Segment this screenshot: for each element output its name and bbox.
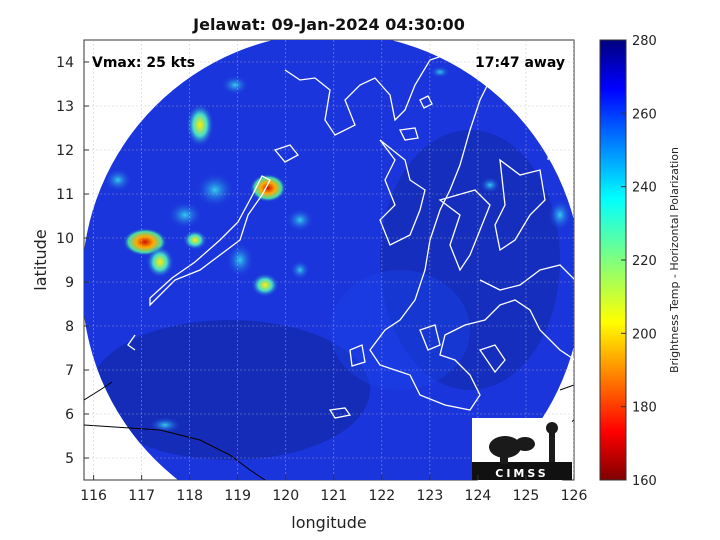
y-tick-label: 6 bbox=[65, 407, 74, 423]
x-axis-ticks: 116 117 118 119 120 121 122 123 124 125 126 bbox=[80, 475, 587, 504]
x-tick-label: 117 bbox=[128, 488, 155, 504]
colorbar-tick-label: 260 bbox=[632, 107, 657, 122]
y-tick-label: 5 bbox=[65, 451, 74, 467]
grid-lines bbox=[84, 40, 574, 480]
y-tick-label: 14 bbox=[56, 55, 74, 71]
x-tick-label: 116 bbox=[80, 488, 107, 504]
colorbar-tick-label: 160 bbox=[632, 474, 657, 489]
x-tick-label: 122 bbox=[368, 488, 395, 504]
coastlines bbox=[127, 54, 574, 419]
x-tick-label: 125 bbox=[513, 488, 540, 504]
colorbar-tick-label: 180 bbox=[632, 401, 657, 416]
vmax-label: Vmax: 25 kts bbox=[92, 55, 195, 71]
y-tick-label: 7 bbox=[65, 363, 74, 379]
y-tick-label: 11 bbox=[56, 187, 74, 203]
x-tick-label: 118 bbox=[176, 488, 203, 504]
satellite-dish-icon bbox=[489, 436, 521, 458]
colorbar-label: Brightness Temp - Horizontal Polarizatio… bbox=[668, 147, 681, 373]
y-tick-label: 9 bbox=[65, 275, 74, 291]
tower-icon bbox=[546, 422, 558, 434]
y-tick-label: 12 bbox=[56, 143, 74, 159]
x-tick-label: 126 bbox=[561, 488, 588, 504]
colorbar-tick-label: 240 bbox=[632, 181, 657, 196]
y-tick-label: 8 bbox=[65, 319, 74, 335]
distance-label: 17:47 away bbox=[475, 55, 565, 71]
logo-text: CIMSS bbox=[495, 467, 548, 480]
colorbar-ticks: 160 180 200 220 240 260 280 bbox=[621, 34, 657, 489]
x-axis-label: longitude bbox=[291, 513, 366, 532]
y-axis-label: latitude bbox=[31, 229, 50, 290]
x-tick-label: 121 bbox=[320, 488, 347, 504]
x-tick-label: 120 bbox=[272, 488, 299, 504]
x-tick-label: 124 bbox=[465, 488, 492, 504]
colorbar-tick-label: 280 bbox=[632, 34, 657, 49]
plot-area: Vmax: 25 kts 17:47 away CIMSS bbox=[83, 39, 575, 512]
map-title: Jelawat: 09-Jan-2024 04:30:00 bbox=[192, 15, 465, 34]
y-axis-ticks: 5 6 7 8 9 10 11 12 13 14 bbox=[56, 55, 89, 467]
colorbar: 160 180 200 220 240 260 280 Brightness Temp - … bbox=[599, 34, 681, 489]
colorbar-tick-label: 200 bbox=[632, 327, 657, 342]
brightness-swath bbox=[84, 40, 574, 480]
x-tick-label: 119 bbox=[224, 488, 251, 504]
x-tick-label: 123 bbox=[417, 488, 444, 504]
colorbar-tick-label: 220 bbox=[632, 254, 657, 269]
cimss-logo: CIMSS bbox=[472, 418, 572, 512]
y-tick-label: 10 bbox=[56, 231, 74, 247]
y-tick-label: 13 bbox=[56, 99, 74, 115]
